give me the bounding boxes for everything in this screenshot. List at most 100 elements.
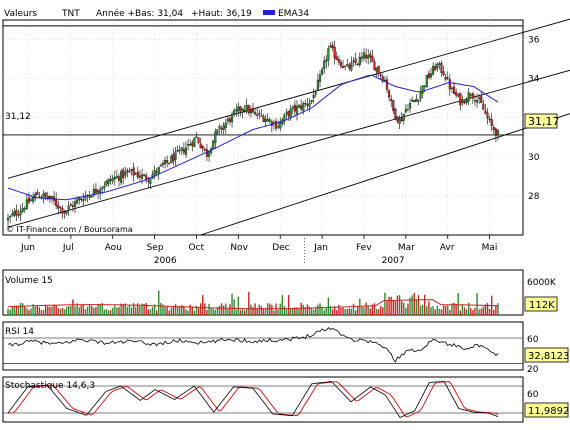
volume-bar (13, 306, 15, 315)
candle-body (57, 205, 60, 209)
candle-body (444, 76, 447, 80)
credit-text: © IT-Finance.com / Boursorama (6, 225, 133, 234)
volume-bar (218, 305, 221, 315)
volume-y-tick: 6000K (527, 278, 557, 288)
volume-value-box (524, 296, 558, 312)
volume-bar (392, 300, 394, 315)
volume-bar (333, 306, 336, 315)
candle-body (346, 64, 349, 66)
candle-body (32, 196, 35, 202)
candle-body (65, 210, 68, 214)
candle-body (25, 199, 28, 210)
candle-body (388, 90, 391, 98)
volume-bar (319, 303, 321, 315)
volume-bar (256, 308, 258, 315)
volume-bar (442, 305, 445, 315)
volume-bar (143, 303, 145, 315)
volume-bar (191, 306, 193, 315)
candle-body (318, 74, 322, 82)
rsi-y-tick-20: 20 (527, 365, 539, 375)
candle-body (287, 111, 290, 117)
volume-bar (287, 294, 290, 315)
candle-body (170, 156, 173, 164)
candle-body (197, 137, 200, 143)
candle-body (438, 63, 441, 65)
volume-bar (369, 308, 371, 315)
volume-bar (377, 309, 380, 315)
candle-body (122, 169, 125, 178)
volume-bar (444, 305, 447, 315)
candle-body (201, 145, 204, 149)
channel-line (7, 18, 570, 179)
volume-bar (21, 303, 24, 315)
candle-body (34, 194, 37, 199)
candle-body (329, 45, 332, 48)
candle-body (9, 215, 12, 218)
volume-bar (103, 310, 106, 315)
ema-line (7, 74, 499, 201)
candle-body (251, 107, 255, 113)
volume-bar (313, 309, 315, 315)
volume-bar (344, 309, 346, 315)
candle-body (362, 52, 366, 59)
volume-bar (440, 309, 443, 315)
volume-bar (405, 307, 407, 315)
volume-bar (216, 307, 219, 315)
volume-bar (258, 304, 260, 315)
candle-body (19, 211, 22, 216)
volume-bar (398, 295, 401, 315)
candle-body (59, 206, 62, 209)
volume-bar (239, 310, 242, 315)
volume-bar (38, 307, 41, 315)
volume-bar (30, 308, 32, 315)
volume-bar (252, 307, 254, 315)
volume-bar (373, 303, 376, 315)
candle-body (103, 186, 106, 189)
volume-bar (241, 309, 244, 315)
candle-body (231, 113, 234, 123)
candle-body (67, 206, 70, 210)
volume-bar (449, 309, 451, 315)
candle-body (381, 76, 384, 82)
candle-body (61, 208, 64, 214)
volume-bar (53, 304, 55, 315)
volume-bar (463, 307, 466, 315)
candle-body (42, 193, 45, 198)
volume-bar (116, 307, 118, 315)
candle-body (478, 97, 481, 99)
candle-body (413, 100, 416, 103)
volume-bar (149, 309, 152, 315)
candle-body (164, 160, 167, 164)
volume-bar (153, 304, 156, 315)
candle-body (168, 162, 171, 164)
candle-body (350, 62, 353, 71)
year-label: 2007 (382, 256, 405, 266)
volume-bar (300, 302, 302, 315)
volume-bar (426, 306, 428, 315)
candle-body (291, 106, 294, 109)
stochastic-title: Stochastique 14,6,3 (5, 381, 95, 391)
volume-bar (68, 306, 70, 315)
volume-bar (465, 309, 468, 315)
volume-bar (310, 307, 313, 315)
volume-bar (474, 307, 476, 315)
candle-body (421, 85, 424, 94)
volume-bar (246, 309, 248, 315)
volume-bar (145, 303, 147, 315)
volume-bar (248, 291, 250, 315)
volume-bar (459, 310, 462, 315)
price-y-tick-label: 34 (528, 75, 540, 85)
volume-bar (403, 302, 405, 315)
volume-bar (197, 308, 200, 315)
volume-bar (82, 303, 85, 315)
volume-bar (49, 306, 51, 315)
candle-body (161, 162, 165, 165)
candle-body (377, 66, 380, 74)
volume-bar (457, 293, 459, 315)
volume-bar (260, 306, 263, 315)
volume-bar (382, 307, 384, 315)
volume-bar (189, 304, 191, 315)
volume-bar (279, 303, 281, 315)
candle-body (471, 93, 474, 99)
candle-body (369, 54, 372, 58)
